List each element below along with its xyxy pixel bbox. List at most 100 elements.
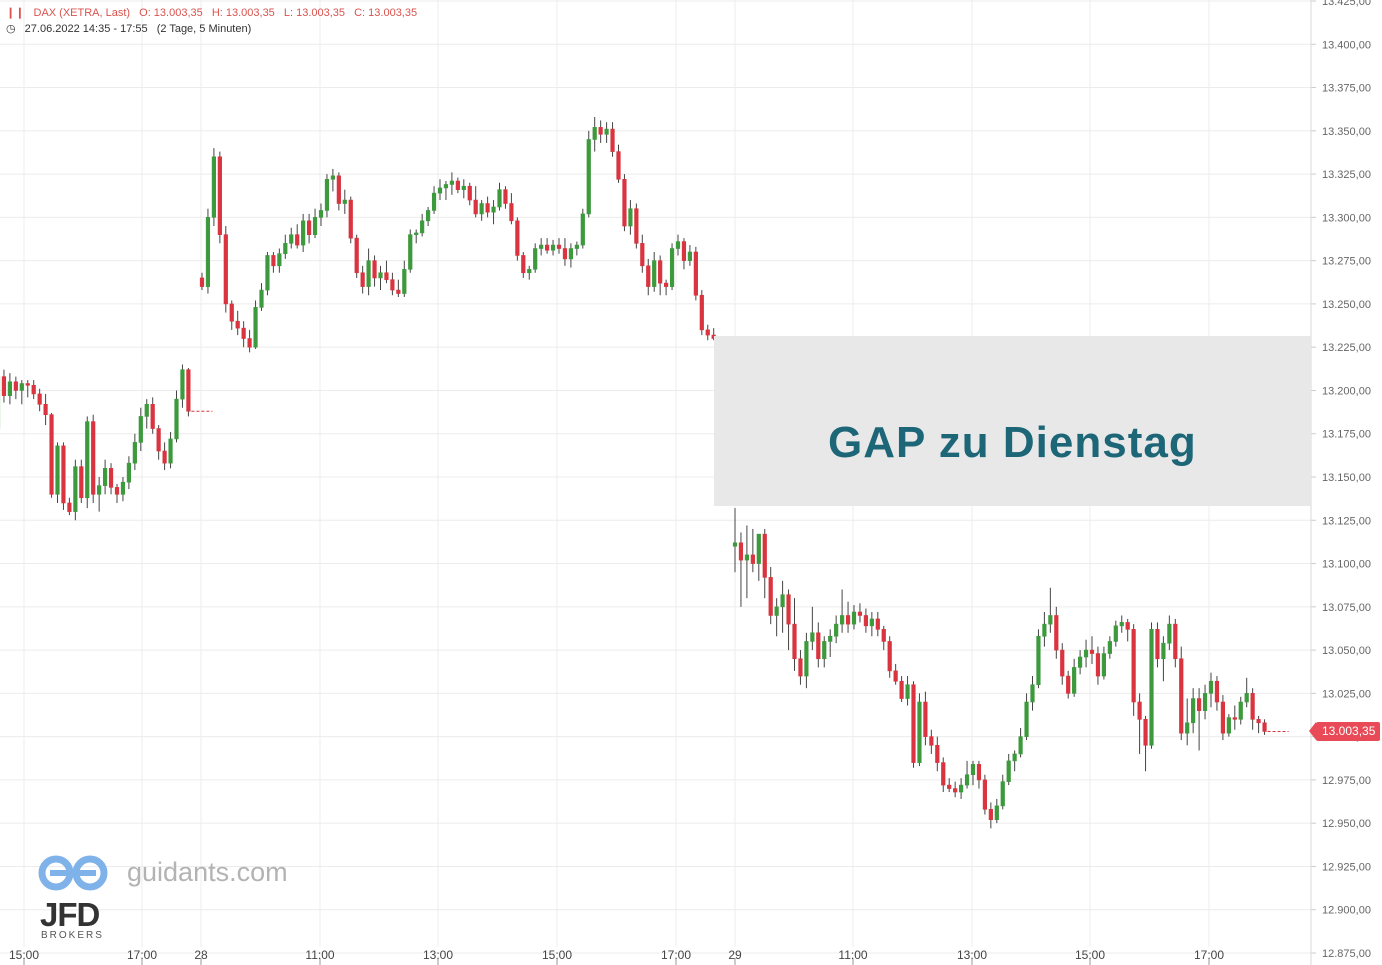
candle-body (449, 180, 455, 185)
candle-body (616, 151, 621, 180)
candle-body (1078, 656, 1083, 668)
candle-body (816, 632, 821, 660)
candle-body (1125, 622, 1130, 630)
y-tick-label: 13.050,00 (1322, 645, 1371, 657)
candle-body (425, 210, 431, 222)
candle-body (1179, 658, 1184, 734)
candle-body (851, 611, 857, 625)
candle-body (822, 641, 827, 660)
candle-body (79, 466, 84, 499)
candle-body (253, 307, 258, 348)
candle-body (1, 376, 7, 396)
chart-header-range: ◷ 27.06.2022 14:35 - 17:55 (2 Tage, 5 Mi… (6, 22, 257, 35)
y-tick-label: 12.900,00 (1322, 905, 1371, 917)
candle-body (681, 241, 687, 261)
candle-body (330, 175, 336, 180)
y-tick-label: 13.125,00 (1322, 515, 1371, 527)
candle-body (988, 809, 993, 821)
candle-body (13, 381, 18, 391)
candle-body (312, 217, 318, 235)
candle-body (947, 784, 952, 789)
candle-body (586, 139, 591, 215)
candle-body (390, 279, 395, 291)
candle-body (646, 265, 651, 287)
candle-body (85, 421, 90, 499)
candle-body (497, 189, 502, 208)
candle-body (223, 234, 228, 305)
candle-body (1018, 736, 1023, 755)
candle-body (289, 234, 294, 244)
candle-body (941, 762, 946, 786)
candle-body (622, 178, 627, 227)
x-tick-label: 11:00 (305, 948, 334, 962)
candle-body (598, 127, 603, 135)
y-tick-label: 13.150,00 (1322, 472, 1371, 484)
candle-body (1155, 629, 1160, 660)
candle-body (247, 338, 252, 348)
candle-body (1012, 753, 1017, 762)
y-tick-label: 13.175,00 (1322, 429, 1371, 441)
candle-body (229, 303, 234, 322)
y-tick-label: 13.100,00 (1322, 559, 1371, 571)
y-axis: 12.875,00 12.900,00 12.925,00 12.950,00 12.9… (1310, 0, 1371, 965)
candle-body (1131, 629, 1136, 703)
instrument-label: DAX (XETRA, Last) (33, 7, 131, 19)
candle-body (786, 594, 791, 625)
candle-body (1083, 649, 1089, 658)
candle-body (473, 199, 478, 215)
candle-body (1107, 641, 1112, 654)
candle-body (295, 234, 300, 246)
candle-body (7, 381, 13, 396)
candle-body (443, 184, 449, 189)
guidants-logo-icon (38, 855, 108, 891)
candle-body (580, 213, 585, 246)
candle-body (905, 684, 910, 699)
candle-body (205, 217, 211, 287)
candle-body (1208, 680, 1214, 694)
candle-body (1185, 722, 1190, 734)
candle-body (199, 277, 205, 287)
candle-body (610, 128, 615, 152)
candle-body (235, 320, 240, 329)
candle-body (810, 632, 815, 642)
candle-body (265, 255, 270, 291)
candle-body (396, 289, 401, 294)
candle-body (744, 554, 749, 561)
candle-body (108, 468, 114, 488)
candle-body (1232, 717, 1237, 720)
candle-body (372, 260, 377, 279)
candle-body (1262, 722, 1267, 732)
candle-body (241, 327, 246, 339)
candle-body (693, 251, 698, 296)
guidants-watermark: guidants.com (127, 857, 288, 887)
x-tick-label: 13:00 (423, 948, 453, 962)
candle-body (887, 641, 892, 672)
candle-body (1137, 701, 1142, 720)
candles-layer (0, 116, 1267, 829)
candle-body (402, 268, 407, 294)
candle-body (19, 383, 24, 391)
candle-body (738, 542, 744, 561)
candle-body (699, 294, 704, 331)
candle-body (360, 272, 365, 287)
gap-annotation-box (714, 336, 1311, 506)
candle-body (491, 206, 496, 213)
candle-body (875, 618, 880, 630)
candle-body (652, 260, 657, 287)
candle-body (461, 185, 466, 190)
jfd-logo-sub: BROKERS (41, 930, 104, 941)
candle-body (804, 641, 809, 677)
last-price-tag: 13.003,35 (1308, 722, 1381, 741)
candle-body (515, 220, 520, 256)
candle-body (49, 414, 54, 495)
gap-annotation-text: GAP zu Dienstag (828, 418, 1197, 467)
candle-body (982, 779, 987, 810)
candle-body (1161, 642, 1166, 660)
candle-body (180, 369, 185, 400)
candle-body (437, 187, 443, 194)
candle-body (953, 788, 958, 793)
x-tick-label: 15:00 (1075, 948, 1105, 962)
x-tick-label: 29 (728, 948, 742, 962)
candle-body (628, 208, 633, 227)
candle-body (1238, 701, 1243, 720)
